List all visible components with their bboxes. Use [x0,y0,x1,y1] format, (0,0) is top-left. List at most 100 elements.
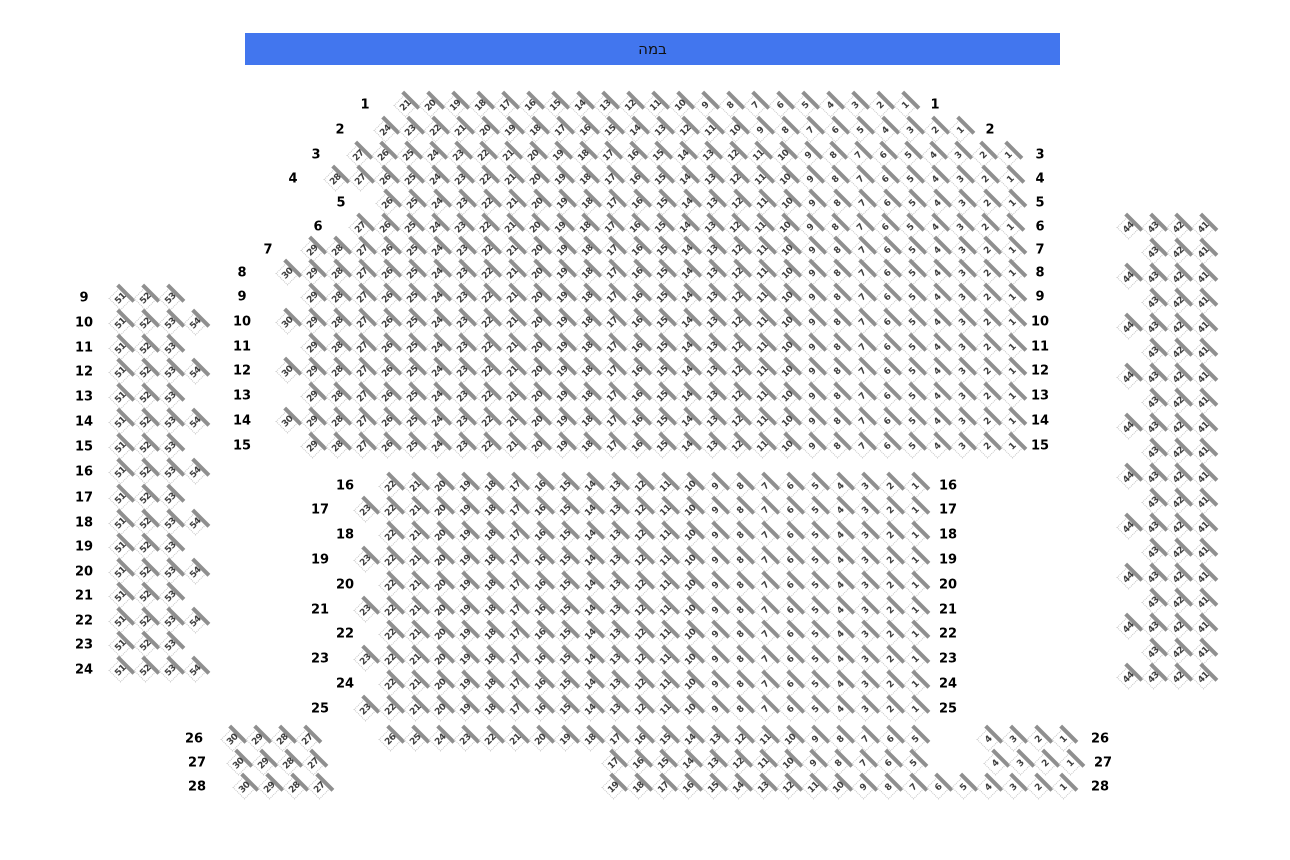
seat-row1-14[interactable]: 14 [567,90,595,118]
seat-row15-52[interactable]: 52 [132,432,160,460]
seat-row24-3[interactable]: 3 [852,669,880,697]
seat-row22-4[interactable]: 4 [827,619,855,647]
seat-row3-18[interactable]: 18 [570,140,598,168]
seat-row14-23[interactable]: 23 [449,406,477,434]
seat-row8-26[interactable]: 26 [374,258,402,286]
seat-row9-15[interactable]: 15 [649,282,677,310]
seat-row23-16[interactable]: 16 [527,644,555,672]
seat-row15-2[interactable]: 2 [974,431,1002,459]
seat-row3-14[interactable]: 14 [670,140,698,168]
seat-row25-15[interactable]: 15 [552,694,580,722]
seat-row9-12[interactable]: 12 [724,282,752,310]
seat-row25-16[interactable]: 16 [527,694,555,722]
seat-row5-2[interactable]: 2 [974,188,1002,216]
seat-row13-29[interactable]: 29 [299,381,327,409]
seat-row4-20[interactable]: 20 [522,164,550,192]
seat-row21-53[interactable]: 53 [157,581,185,609]
seat-row2-4[interactable]: 4 [872,115,900,143]
seat-row26-21[interactable]: 21 [502,724,530,752]
seat-row17-21[interactable]: 21 [402,495,430,523]
seat-row26-24[interactable]: 24 [427,724,455,752]
seat-row28-7[interactable]: 7 [900,772,928,800]
seat-row5-21[interactable]: 21 [499,188,527,216]
seat-row14-15[interactable]: 15 [649,406,677,434]
seat-row11-5[interactable]: 5 [899,332,927,360]
seat-row25-19[interactable]: 19 [452,694,480,722]
seat-row6-8[interactable]: 8 [822,212,850,240]
seat-row16-51[interactable]: 51 [107,457,135,485]
seat-row13-15[interactable]: 15 [649,381,677,409]
seat-row4-14[interactable]: 14 [672,164,700,192]
seat-row7-19[interactable]: 19 [549,235,577,263]
seat-row10-30[interactable]: 30 [274,307,302,335]
seat-rowR8-42[interactable]: 42 [1165,387,1193,415]
seat-row21-9[interactable]: 9 [702,595,730,623]
seat-row24-19[interactable]: 19 [452,669,480,697]
seat-row11-15[interactable]: 15 [649,332,677,360]
seat-row20-52[interactable]: 52 [132,557,160,585]
seat-row1-12[interactable]: 12 [617,90,645,118]
seat-rowR8-43[interactable]: 43 [1140,387,1168,415]
seat-row20-18[interactable]: 18 [477,570,505,598]
seat-row19-15[interactable]: 15 [552,545,580,573]
seat-row11-4[interactable]: 4 [924,332,952,360]
seat-row9-19[interactable]: 19 [549,282,577,310]
seat-row27-2[interactable]: 2 [1032,748,1060,776]
seat-row2-19[interactable]: 19 [497,115,525,143]
seat-row19-8[interactable]: 8 [727,545,755,573]
seat-row7-29[interactable]: 29 [299,235,327,263]
seat-row7-7[interactable]: 7 [849,235,877,263]
seat-row26-22[interactable]: 22 [477,724,505,752]
seat-row27-10[interactable]: 10 [775,748,803,776]
seat-row7-16[interactable]: 16 [624,235,652,263]
seat-row10-17[interactable]: 17 [599,307,627,335]
seat-row21-52[interactable]: 52 [132,581,160,609]
seat-row14-4[interactable]: 4 [924,406,952,434]
seat-row11-53[interactable]: 53 [157,333,185,361]
seat-row16-22[interactable]: 22 [377,471,405,499]
seat-row20-21[interactable]: 21 [402,570,430,598]
seat-row20-54[interactable]: 54 [182,557,210,585]
seat-row27-27[interactable]: 27 [300,748,328,776]
seat-row25-21[interactable]: 21 [402,694,430,722]
seat-row24-53[interactable]: 53 [157,655,185,683]
seat-row8-30[interactable]: 30 [274,258,302,286]
seat-rowR9-44[interactable]: 44 [1115,412,1143,440]
seat-row16-15[interactable]: 15 [552,471,580,499]
seat-row2-15[interactable]: 15 [597,115,625,143]
seat-row11-22[interactable]: 22 [474,332,502,360]
seat-row7-25[interactable]: 25 [399,235,427,263]
seat-row14-19[interactable]: 19 [549,406,577,434]
seat-row14-5[interactable]: 5 [899,406,927,434]
seat-row19-14[interactable]: 14 [577,545,605,573]
seat-row4-7[interactable]: 7 [847,164,875,192]
seat-row25-3[interactable]: 3 [852,694,880,722]
seat-row10-6[interactable]: 6 [874,307,902,335]
seat-row6-2[interactable]: 2 [972,212,1000,240]
seat-row10-26[interactable]: 26 [374,307,402,335]
seat-row14-27[interactable]: 27 [349,406,377,434]
seat-row9-25[interactable]: 25 [399,282,427,310]
seat-row5-7[interactable]: 7 [849,188,877,216]
seat-row8-25[interactable]: 25 [399,258,427,286]
seat-row1-3[interactable]: 3 [842,90,870,118]
seat-row10-54[interactable]: 54 [182,308,210,336]
seat-row7-4[interactable]: 4 [924,235,952,263]
seat-row22-2[interactable]: 2 [877,619,905,647]
seat-row17-23[interactable]: 23 [352,495,380,523]
seat-row8-2[interactable]: 2 [974,258,1002,286]
seat-row17-1[interactable]: 1 [902,495,930,523]
seat-row5-26[interactable]: 26 [374,188,402,216]
seat-row24-9[interactable]: 9 [702,669,730,697]
seat-rowR17-43[interactable]: 43 [1140,612,1168,640]
seat-row10-3[interactable]: 3 [949,307,977,335]
seat-row10-24[interactable]: 24 [424,307,452,335]
seat-row21-16[interactable]: 16 [527,595,555,623]
seat-row24-2[interactable]: 2 [877,669,905,697]
seat-row21-5[interactable]: 5 [802,595,830,623]
seat-row14-21[interactable]: 21 [499,406,527,434]
seat-row6-5[interactable]: 5 [897,212,925,240]
seat-row28-13[interactable]: 13 [750,772,778,800]
seat-row6-27[interactable]: 27 [347,212,375,240]
seat-row22-18[interactable]: 18 [477,619,505,647]
